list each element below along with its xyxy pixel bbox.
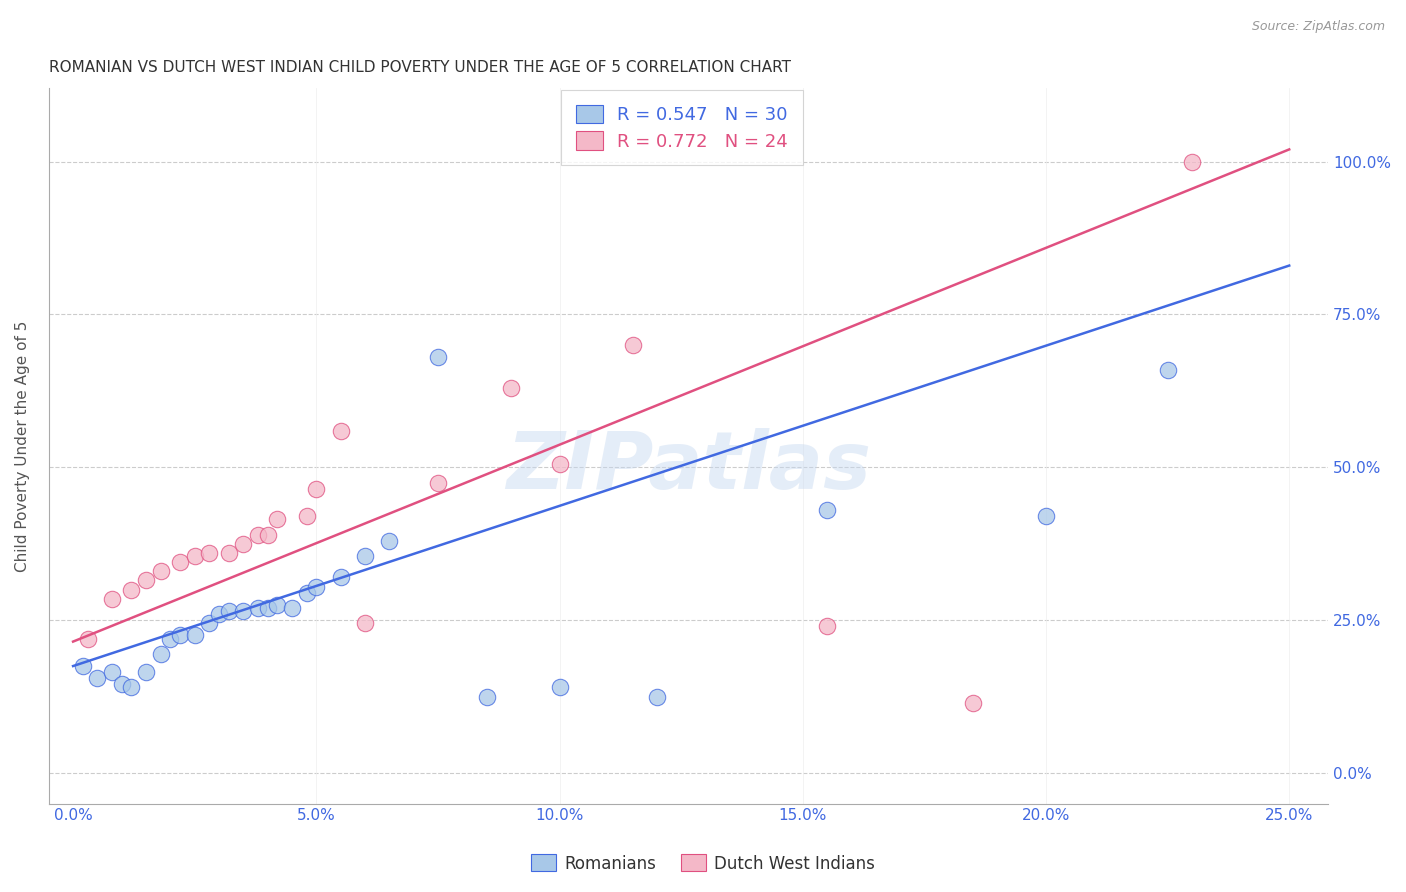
Point bbox=[256, 527, 278, 541]
Point bbox=[232, 537, 254, 551]
Point bbox=[645, 690, 668, 704]
Point bbox=[329, 424, 352, 438]
Point bbox=[266, 598, 288, 612]
Point bbox=[101, 591, 124, 606]
Point bbox=[169, 555, 191, 569]
Point bbox=[475, 690, 498, 704]
Point bbox=[548, 681, 571, 695]
Point bbox=[183, 628, 205, 642]
Point bbox=[1035, 509, 1057, 524]
Point bbox=[354, 616, 377, 631]
Point bbox=[111, 677, 134, 691]
Point bbox=[76, 632, 98, 646]
Point bbox=[962, 696, 984, 710]
Point bbox=[198, 616, 221, 631]
Point bbox=[135, 574, 157, 588]
Point bbox=[135, 665, 157, 680]
Point bbox=[266, 512, 288, 526]
Point bbox=[246, 527, 269, 541]
Point bbox=[815, 503, 838, 517]
Point bbox=[183, 549, 205, 563]
Point bbox=[815, 619, 838, 633]
Point bbox=[101, 665, 124, 680]
Point bbox=[218, 604, 240, 618]
Point bbox=[149, 564, 172, 578]
Point bbox=[499, 381, 522, 395]
Legend: Romanians, Dutch West Indians: Romanians, Dutch West Indians bbox=[524, 847, 882, 880]
Point bbox=[246, 601, 269, 615]
Text: ZIPatlas: ZIPatlas bbox=[506, 428, 870, 507]
Point bbox=[354, 549, 377, 563]
Point bbox=[169, 628, 191, 642]
Point bbox=[295, 585, 318, 599]
Point bbox=[120, 681, 142, 695]
Point bbox=[329, 570, 352, 584]
Point bbox=[72, 659, 94, 673]
Point bbox=[208, 607, 231, 621]
Point bbox=[305, 482, 328, 496]
Point bbox=[1156, 362, 1178, 376]
Point bbox=[305, 580, 328, 594]
Point bbox=[218, 546, 240, 560]
Point bbox=[86, 671, 108, 685]
Point bbox=[232, 604, 254, 618]
Point bbox=[426, 351, 449, 365]
Point bbox=[281, 601, 304, 615]
Point bbox=[120, 582, 142, 597]
Legend: R = 0.547   N = 30, R = 0.772   N = 24: R = 0.547 N = 30, R = 0.772 N = 24 bbox=[561, 90, 803, 165]
Point bbox=[1181, 154, 1204, 169]
Point bbox=[295, 509, 318, 524]
Point bbox=[159, 632, 181, 646]
Point bbox=[548, 457, 571, 471]
Point bbox=[378, 533, 401, 548]
Text: ROMANIAN VS DUTCH WEST INDIAN CHILD POVERTY UNDER THE AGE OF 5 CORRELATION CHART: ROMANIAN VS DUTCH WEST INDIAN CHILD POVE… bbox=[49, 60, 790, 75]
Y-axis label: Child Poverty Under the Age of 5: Child Poverty Under the Age of 5 bbox=[15, 320, 30, 572]
Point bbox=[149, 647, 172, 661]
Point bbox=[621, 338, 644, 352]
Point bbox=[198, 546, 221, 560]
Point bbox=[426, 475, 449, 490]
Point bbox=[256, 601, 278, 615]
Text: Source: ZipAtlas.com: Source: ZipAtlas.com bbox=[1251, 20, 1385, 33]
